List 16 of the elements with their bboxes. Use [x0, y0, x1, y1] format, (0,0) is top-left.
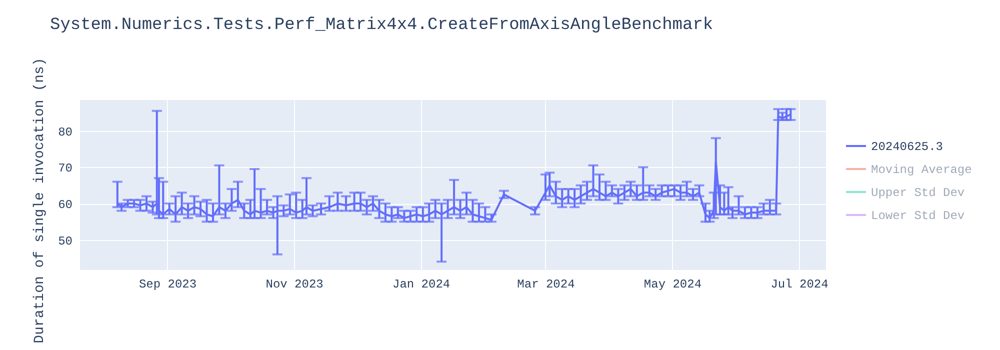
- x-tick-label: Sep 2023: [138, 278, 197, 292]
- legend-label: Upper Std Dev: [871, 186, 965, 200]
- x-tick-label: Mar 2024: [517, 278, 575, 292]
- y-tick-label: 60: [58, 198, 72, 212]
- y-tick-label: 80: [58, 125, 72, 140]
- x-tick-label: May 2024: [644, 278, 702, 292]
- y-axis-title: Duration of single invocation (ns): [32, 58, 48, 344]
- y-tick-label: 50: [58, 234, 72, 248]
- chart-title: System.Numerics.Tests.Perf_Matrix4x4.CreateFromAxisAngleBenchmark: [50, 16, 714, 36]
- legend-label: Moving Average: [871, 163, 972, 177]
- y-tick-label: 70: [58, 162, 72, 176]
- x-tick-label: Jan 2024: [392, 278, 450, 292]
- legend-label: 20240625.3: [871, 140, 944, 154]
- legend-label: Lower Std Dev: [871, 209, 965, 223]
- x-tick-label: Jul 2024: [770, 278, 828, 292]
- x-tick-label: Nov 2023: [266, 278, 324, 292]
